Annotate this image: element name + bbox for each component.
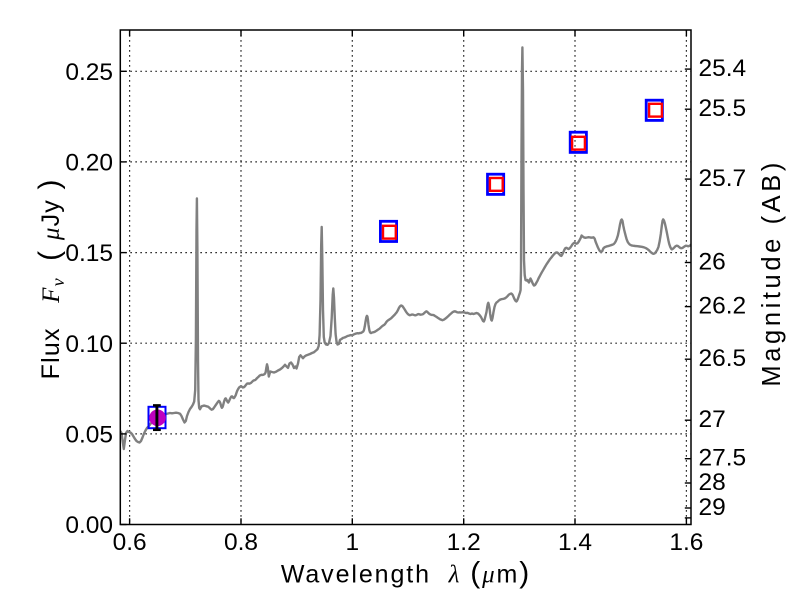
svg-text:26: 26 bbox=[699, 249, 726, 276]
svg-text:0.20: 0.20 bbox=[65, 150, 113, 177]
svg-text:0.05: 0.05 bbox=[65, 422, 113, 449]
svg-text:0.15: 0.15 bbox=[65, 240, 113, 267]
svg-text:25.4: 25.4 bbox=[699, 55, 747, 82]
svg-text:28: 28 bbox=[699, 469, 726, 496]
svg-text:0.10: 0.10 bbox=[65, 331, 113, 358]
svg-text:Wavelength λ (μm): Wavelength λ (μm) bbox=[281, 557, 531, 590]
svg-text:25.7: 25.7 bbox=[699, 165, 747, 192]
svg-text:27: 27 bbox=[699, 406, 726, 433]
svg-text:0.25: 0.25 bbox=[65, 59, 113, 86]
svg-text:1: 1 bbox=[345, 529, 359, 556]
svg-text:0.00: 0.00 bbox=[65, 512, 113, 539]
svg-text:1.6: 1.6 bbox=[669, 529, 703, 556]
svg-text:26.2: 26.2 bbox=[699, 293, 747, 320]
svg-text:1.2: 1.2 bbox=[447, 529, 481, 556]
svg-text:29: 29 bbox=[699, 494, 726, 521]
svg-text:0.6: 0.6 bbox=[113, 529, 147, 556]
svg-text:1.4: 1.4 bbox=[558, 529, 592, 556]
svg-text:26.5: 26.5 bbox=[699, 345, 747, 372]
svg-text:27.5: 27.5 bbox=[699, 445, 747, 472]
svg-text:0.8: 0.8 bbox=[224, 529, 258, 556]
svg-text:Magnitude (AB): Magnitude (AB) bbox=[758, 159, 786, 387]
svg-text:25.5: 25.5 bbox=[699, 95, 747, 122]
